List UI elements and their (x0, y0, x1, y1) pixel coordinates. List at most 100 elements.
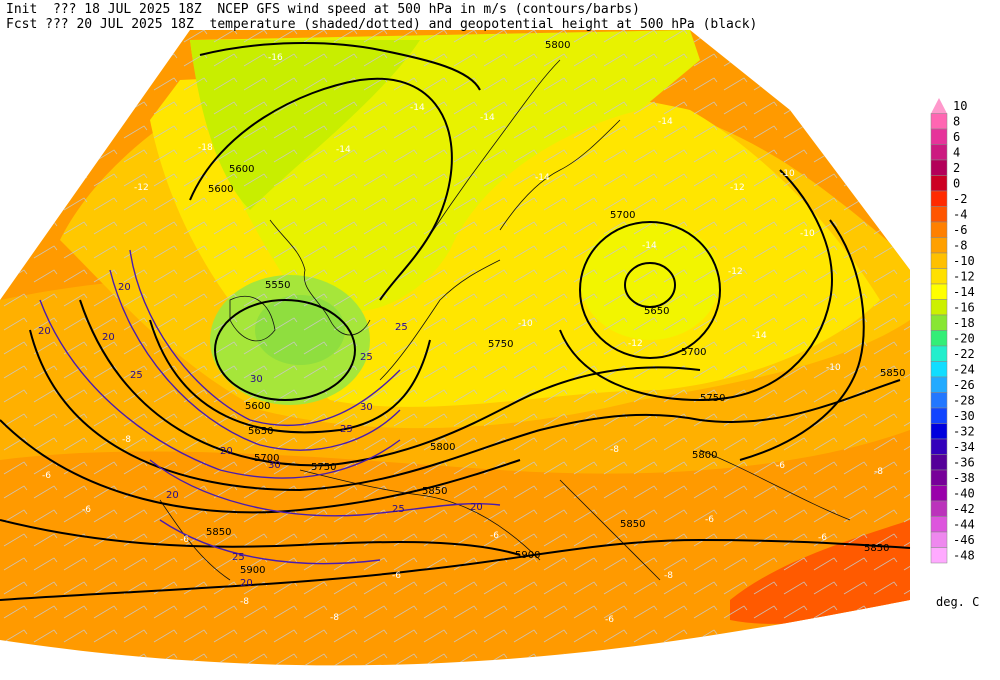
wind-label: 20 (102, 332, 115, 343)
legend-label: -34 (953, 440, 975, 454)
height-label: 5850 (620, 519, 645, 530)
legend-label: -36 (953, 456, 975, 470)
wind-label: 30 (360, 402, 373, 413)
wind-label: 25 (340, 424, 353, 435)
legend-swatch (930, 392, 948, 409)
temp-label: -8 (122, 435, 131, 445)
temp-label: -18 (198, 143, 213, 153)
wind-label: 20 (166, 490, 179, 501)
height-label: 5800 (692, 450, 717, 461)
height-contours (0, 42, 911, 601)
height-label: 5750 (488, 339, 513, 350)
legend-label: -14 (953, 285, 975, 299)
wind-label: 25 (130, 370, 143, 381)
height-label: 5700 (610, 210, 635, 221)
legend-swatch (930, 547, 948, 564)
temp-label: -10 (826, 363, 841, 373)
legend-swatch (930, 299, 948, 316)
legend-label: -30 (953, 409, 975, 423)
height-label: 5750 (700, 393, 725, 404)
height-label: 5650 (248, 426, 273, 437)
legend-swatch (930, 221, 948, 238)
temp-label: -10 (518, 319, 533, 329)
temp-label: -14 (336, 145, 351, 155)
wind-label: 30 (250, 374, 263, 385)
temp-label: -6 (42, 471, 51, 481)
legend-swatch (930, 407, 948, 424)
temp-label: -10 (800, 229, 815, 239)
wind-label: 25 (392, 504, 405, 515)
coastlines (159, 59, 851, 581)
legend-swatch (930, 314, 948, 331)
legend-label: -6 (953, 223, 967, 237)
height-label: 5650 (644, 306, 669, 317)
temp-label: -12 (134, 183, 149, 193)
legend-swatch (930, 237, 948, 254)
temp-label: -14 (752, 331, 767, 341)
wind-contours (39, 249, 501, 565)
wind-label: 30 (268, 460, 281, 471)
legend-label: -10 (953, 254, 975, 268)
legend-swatch (930, 283, 948, 300)
legend-swatch (930, 206, 948, 223)
temp-label: -14 (535, 173, 550, 183)
legend-label: -20 (953, 332, 975, 346)
temp-label: -6 (705, 515, 714, 525)
height-label: 5550 (265, 280, 290, 291)
legend-swatch (930, 516, 948, 533)
legend-label: -26 (953, 378, 975, 392)
legend-label: 4 (953, 146, 960, 160)
legend-label: -48 (953, 549, 975, 563)
legend-swatch (931, 98, 947, 114)
legend-label: -8 (953, 239, 967, 253)
legend-swatch (930, 500, 948, 517)
height-label: 5750 (311, 462, 336, 473)
temp-label: -6 (82, 505, 91, 515)
height-label: 5600 (208, 184, 233, 195)
legend-swatch (930, 438, 948, 455)
temp-label: -14 (642, 241, 657, 251)
legend-label: -24 (953, 363, 975, 377)
temperature-labels: -16 -18 -14 -14 -14 -14 -12 -12 -10 -10 … (42, 53, 883, 625)
wind-label: 25 (232, 552, 245, 563)
temp-label: -12 (730, 183, 745, 193)
height-label: 5700 (254, 453, 279, 464)
temp-label: -14 (480, 113, 495, 123)
legend-swatch (930, 485, 948, 502)
wind-label: 20 (240, 578, 253, 589)
legend-swatch (930, 144, 948, 161)
temp-label: -10 (780, 169, 795, 179)
legend-label: -40 (953, 487, 975, 501)
wind-label: 20 (470, 502, 483, 513)
height-label: 5900 (240, 565, 265, 576)
temp-label: -16 (268, 53, 283, 63)
legend-label: 10 (953, 99, 967, 113)
wind-label: 20 (220, 446, 233, 457)
legend-label: -32 (953, 425, 975, 439)
legend-swatch (930, 345, 948, 362)
legend-label: -42 (953, 502, 975, 516)
legend-swatch (930, 454, 948, 471)
height-label: 5850 (206, 527, 231, 538)
wind-label: 20 (38, 326, 51, 337)
legend-swatch (930, 330, 948, 347)
wind-label: 25 (360, 352, 373, 363)
height-label: 5600 (245, 401, 270, 412)
legend-label: -18 (953, 316, 975, 330)
legend-label: -22 (953, 347, 975, 361)
temperature-legend: 1086420-2-4-6-8-10-12-14-16-18-20-22-24-… (930, 98, 975, 564)
temp-label: -6 (605, 615, 614, 625)
temp-label: -8 (874, 467, 883, 477)
height-labels: 5600 5600 5550 5600 5650 5700 5750 5800 … (206, 40, 905, 576)
legend-swatch (930, 268, 948, 285)
legend-swatch (930, 159, 948, 176)
legend-swatch (930, 531, 948, 548)
temp-label: -8 (240, 597, 249, 607)
height-label: 5850 (864, 543, 889, 554)
legend-label: -16 (953, 301, 975, 315)
legend-label: -12 (953, 270, 975, 284)
legend-swatch (930, 128, 948, 145)
temp-label: -12 (628, 339, 643, 349)
height-label: 5900 (515, 550, 540, 561)
legend-unit: deg. C (936, 595, 979, 609)
